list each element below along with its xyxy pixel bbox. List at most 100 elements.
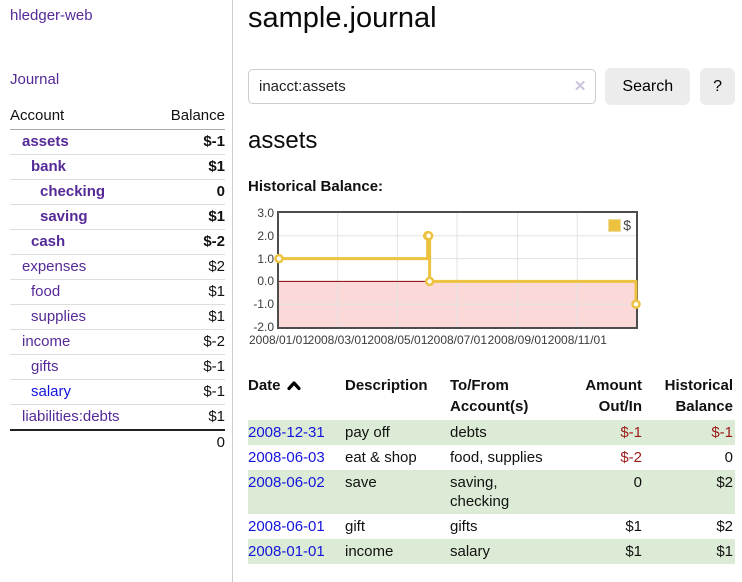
account-balance: $-2 — [150, 329, 225, 355]
account-row-bank: bank $1 — [10, 154, 225, 180]
account-link-saving[interactable]: saving — [40, 208, 88, 225]
register-header-description: Description — [345, 377, 428, 394]
account-balance: $-2 — [150, 229, 225, 255]
main-content: sample.journal ✕ Search ? assets Histori… — [248, 0, 735, 564]
app-brand-link[interactable]: hledger-web — [10, 7, 93, 24]
y-axis-tick-label: 3.0 — [257, 206, 274, 220]
accounts-table-header: Account Balance — [10, 103, 225, 130]
account-balance: $1 — [150, 404, 225, 430]
transaction-description: income — [345, 543, 394, 560]
legend-swatch — [608, 218, 622, 232]
search-button[interactable]: Search — [605, 68, 691, 105]
transaction-accounts: food, supplies — [450, 449, 543, 466]
clear-search-icon[interactable]: ✕ — [573, 78, 587, 95]
date-header-label: Date — [248, 377, 281, 394]
transaction-amount: $-2 — [620, 449, 642, 466]
x-axis-tick-label: 2008/03/01 — [307, 333, 368, 347]
account-balance: $1 — [150, 154, 225, 180]
transaction-amount: $1 — [625, 543, 642, 560]
account-balance: $1 — [150, 204, 225, 230]
x-axis-tick-label: 2008/01/01 — [248, 333, 310, 347]
search-form: ✕ Search ? — [248, 68, 735, 105]
transaction-description: save — [345, 474, 377, 491]
register-row: 2008-06-02 save saving, checking 0 $2 — [248, 470, 735, 514]
accounts-header-balance: Balance — [150, 103, 225, 130]
transaction-accounts: salary — [450, 543, 491, 560]
y-axis-tick-label: 1.0 — [257, 251, 274, 266]
account-link-food[interactable]: food — [31, 283, 61, 300]
account-balance: $-1 — [203, 133, 225, 150]
transaction-amount: $1 — [625, 518, 642, 535]
transaction-date-link[interactable]: 2008-01-01 — [248, 543, 325, 560]
transaction-description: gift — [345, 518, 366, 535]
help-button[interactable]: ? — [700, 68, 735, 105]
x-axis-tick-label: 2008/09/01 — [487, 333, 548, 347]
account-row-gifts: gifts $-1 — [10, 354, 225, 380]
page-title: sample.journal — [248, 2, 437, 34]
y-axis-tick-label: -2.0 — [253, 320, 274, 334]
account-row-income: income $-2 — [10, 329, 225, 355]
account-row-supplies: supplies $1 — [10, 304, 225, 330]
y-axis-tick-label: -1.0 — [253, 297, 274, 312]
account-link-expenses[interactable]: expenses — [22, 258, 87, 275]
account-link-salary[interactable]: salary — [31, 383, 72, 400]
register-header-accounts: To/From Account(s) — [450, 377, 529, 415]
x-axis-tick-label: 2008/05/01 — [367, 333, 428, 347]
accounts-table: Account Balance assets $-1 bank $1 check… — [10, 103, 225, 455]
account-link-income[interactable]: income — [22, 333, 71, 350]
y-axis-tick-label: 0.0 — [257, 274, 274, 289]
account-row-assets: assets $-1 — [10, 130, 225, 155]
nav-journal-link[interactable]: Journal — [10, 71, 60, 88]
account-balance: $1 — [150, 279, 225, 305]
transaction-balance: $-1 — [711, 424, 733, 441]
account-link-supplies[interactable]: supplies — [31, 308, 87, 325]
account-link-assets[interactable]: assets — [22, 133, 69, 150]
account-link-checking[interactable]: checking — [40, 183, 106, 200]
account-row-food: food $1 — [10, 279, 225, 305]
search-input[interactable] — [248, 69, 597, 104]
register-header-date[interactable]: Date — [248, 372, 345, 420]
account-balance: 0 — [150, 179, 225, 205]
chart-canvas — [274, 213, 641, 327]
account-link-cash[interactable]: cash — [31, 233, 66, 250]
transaction-date-link[interactable]: 2008-12-31 — [248, 424, 325, 441]
register-header-balance: Historical Balance — [664, 377, 733, 415]
legend-label: $ — [623, 217, 631, 233]
transaction-amount: $-1 — [620, 424, 642, 441]
transaction-date-link[interactable]: 2008-06-02 — [248, 474, 325, 491]
transaction-accounts: gifts — [450, 518, 478, 535]
transaction-description: pay off — [345, 424, 390, 441]
account-link-liabilities-debts[interactable]: liabilities:debts — [22, 408, 120, 425]
transaction-date-link[interactable]: 2008-06-01 — [248, 518, 325, 535]
accounts-header-account: Account — [10, 103, 150, 130]
chart-title: Historical Balance: — [248, 178, 384, 195]
sort-ascending-icon — [286, 381, 301, 391]
chart-plot-area: $ — [274, 211, 641, 329]
transaction-balance: 0 — [724, 449, 733, 466]
x-axis-tick-label: 2008/11/01 — [547, 333, 607, 347]
transaction-date-link[interactable]: 2008-06-03 — [248, 449, 325, 466]
register-header-amount: Amount Out/In — [585, 377, 642, 415]
historical-balance-chart: $ 3.0 2.0 1.0 0.0 -1.0 -2.0 2008/01/01 2008/03/… — [248, 206, 735, 351]
register-row: 2008-12-31 pay off debts $-1 $-1 — [248, 420, 735, 445]
x-axis-tick-label: 2008/07/01 — [426, 333, 488, 347]
account-link-gifts[interactable]: gifts — [31, 358, 59, 375]
accounts-total-value: 0 — [150, 429, 225, 455]
account-balance: $-1 — [150, 379, 225, 405]
search-input-wrap: ✕ — [248, 68, 597, 105]
transaction-balance: $2 — [716, 474, 733, 491]
register-row: 2008-06-01 gift gifts $1 $2 — [248, 514, 735, 539]
account-row-checking: checking 0 — [10, 179, 225, 205]
account-row-cash: cash $-2 — [10, 229, 225, 255]
account-balance: $-1 — [150, 354, 225, 380]
account-balance: $1 — [150, 304, 225, 330]
chart-legend: $ — [606, 216, 633, 234]
transaction-amount: 0 — [633, 474, 642, 491]
transaction-accounts: debts — [450, 424, 487, 441]
account-row-expenses: expenses $2 — [10, 254, 225, 280]
register-row: 2008-06-03 eat & shop food, supplies $-2… — [248, 445, 735, 470]
sidebar: hledger-web Journal Account Balance asse… — [0, 0, 233, 582]
account-link-bank[interactable]: bank — [31, 158, 67, 175]
register-row: 2008-01-01 income salary $1 $1 — [248, 539, 735, 564]
account-balance: $2 — [150, 254, 225, 280]
